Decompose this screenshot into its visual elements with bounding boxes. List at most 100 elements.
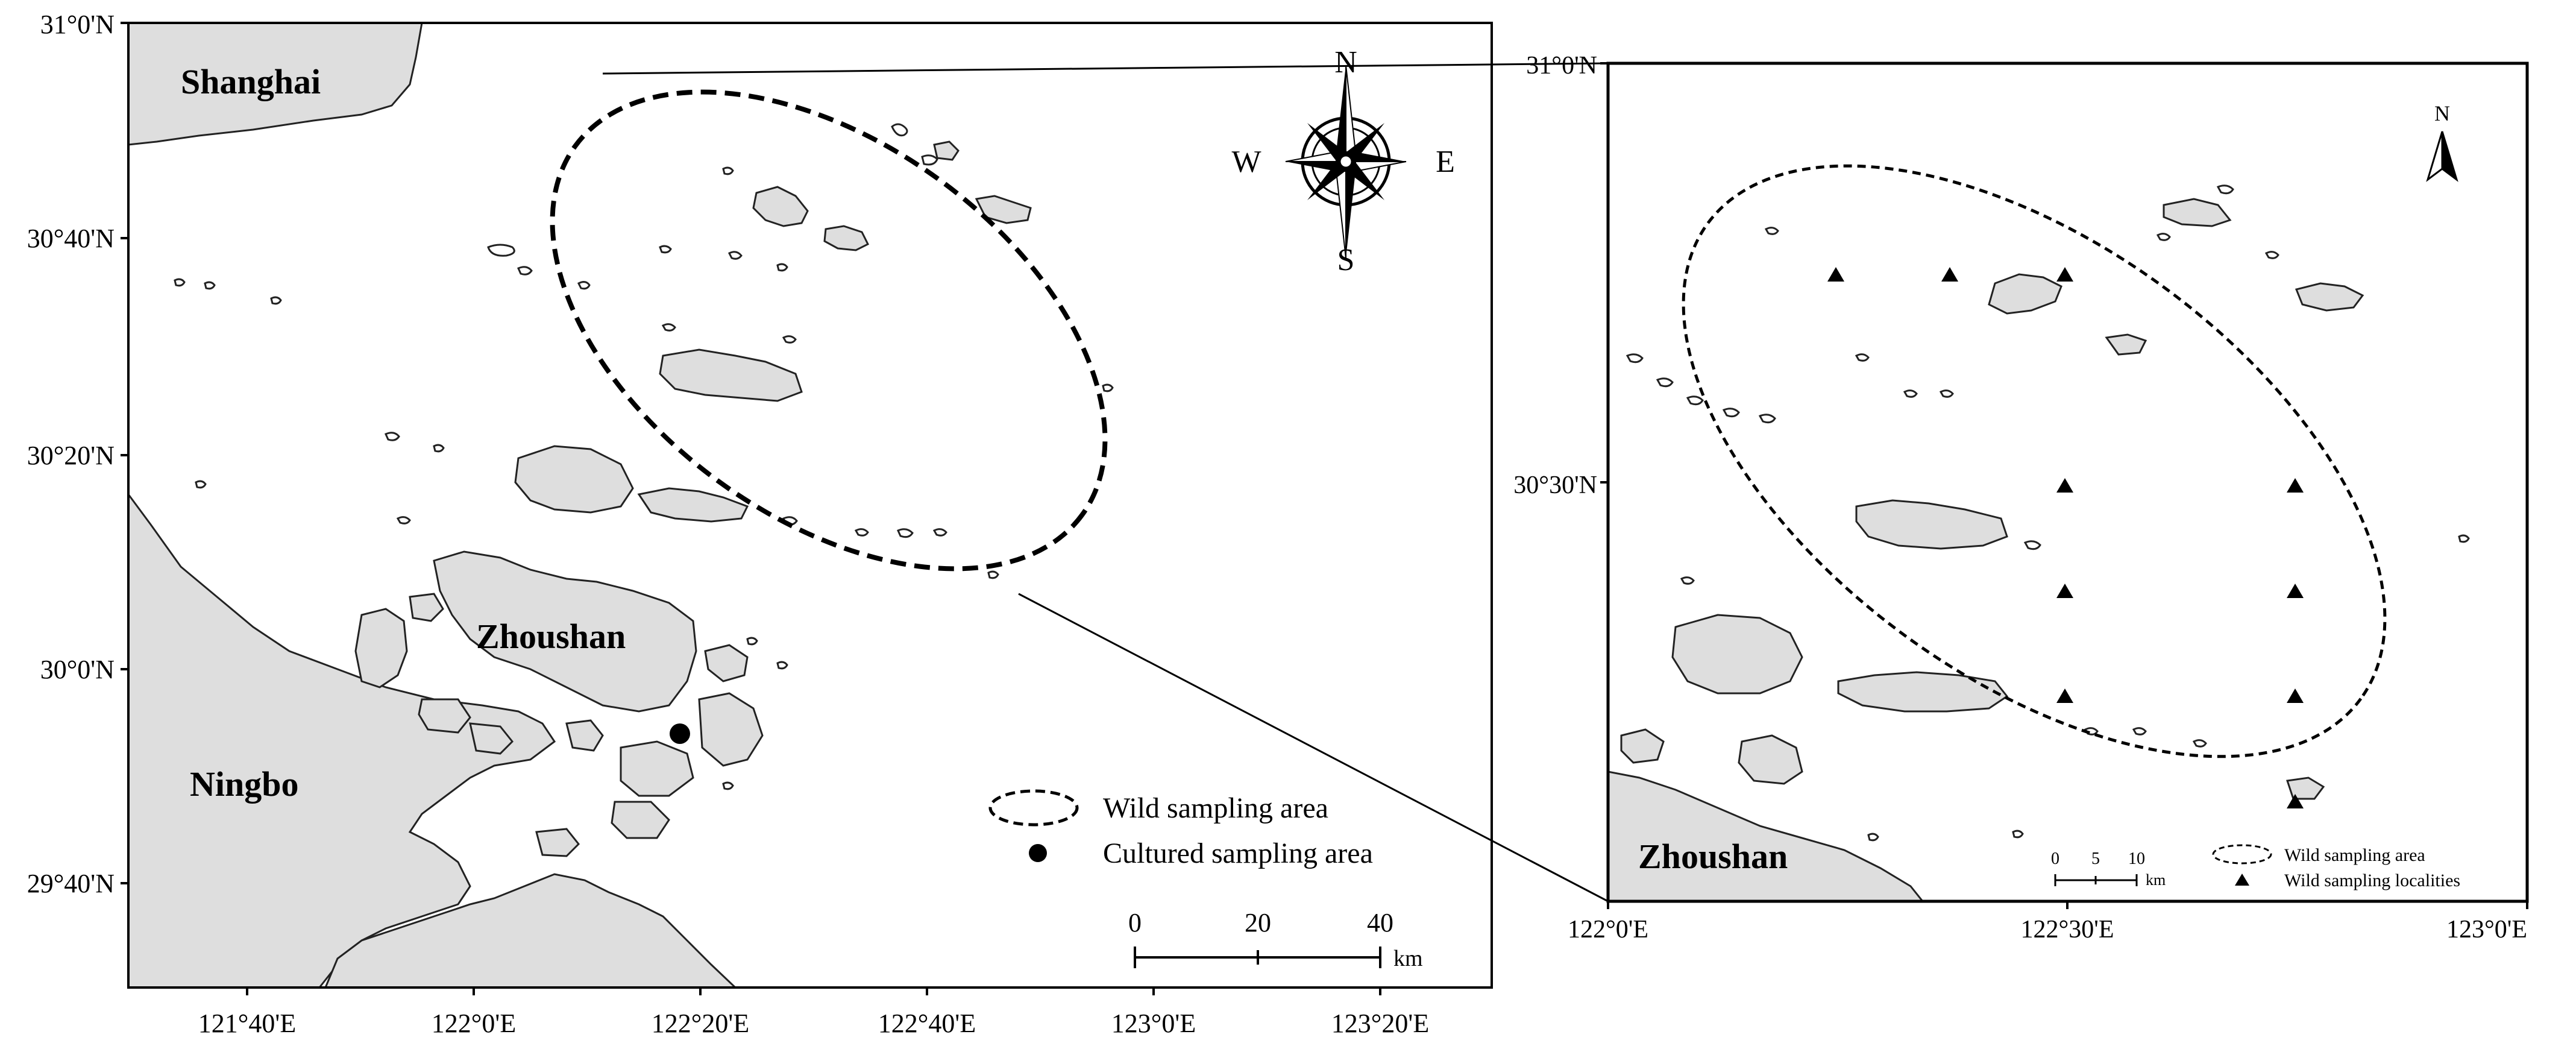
- inset-island-long-south: [1837, 671, 2009, 713]
- locality-marker: [2287, 688, 2304, 703]
- locality-marker: [2287, 584, 2304, 598]
- daishan-island: [514, 445, 634, 514]
- jintang-island: [354, 608, 408, 688]
- inset-wild-sampling-area-ellipse: [1682, 164, 2387, 758]
- inset-scale-tick-10: 10: [2128, 849, 2145, 868]
- inset-lon-label-3: 123°0'E: [2446, 916, 2527, 943]
- inset-island-ne-2: [2163, 198, 2232, 227]
- locality-marker: [2287, 794, 2304, 808]
- inset-scale-tick-0: 0: [2051, 849, 2059, 868]
- main-map-frame: [127, 22, 1493, 989]
- inset-island-north-cluster: [1988, 273, 2062, 315]
- inset-zhoushan-landmass: [1608, 770, 1924, 901]
- shanghai-landmass: [128, 23, 423, 146]
- ningbo-label: Ningbo: [190, 764, 299, 804]
- inset-island-east-small: [2105, 333, 2147, 356]
- inset-map-land: [1608, 184, 2470, 901]
- main-scale-tick-40: 40: [1367, 908, 1393, 937]
- inset-lon-label-1: 122°0'E: [1568, 916, 1648, 943]
- inset-islets: [1626, 184, 2470, 842]
- wild-sampling-localities: [1827, 267, 2304, 808]
- main-lat-label-4: 30°0'N: [40, 655, 115, 684]
- compass-e-label: E: [1436, 145, 1455, 179]
- island-h: [535, 828, 580, 857]
- main-map: 31°0'N 30°40'N 30°20'N 30°0'N 29°40'N 12…: [27, 10, 1493, 1038]
- inset-scale-unit: km: [2146, 871, 2166, 889]
- inset-scalebar: [2054, 874, 2138, 886]
- inset-legend-locality-symbol: [2235, 874, 2249, 886]
- island-g: [611, 801, 670, 839]
- island-cluster-1: [659, 348, 803, 402]
- inset-map-ticks: [1600, 62, 2528, 909]
- inset-lat-label-2: 30°30'N: [1513, 471, 1597, 499]
- locality-marker: [1941, 267, 1958, 282]
- main-lon-label-2: 122°0'E: [432, 1009, 516, 1038]
- locality-marker: [2287, 478, 2304, 493]
- inset-island-north-east: [2295, 282, 2364, 312]
- main-scale-unit: km: [1393, 946, 1423, 971]
- main-lon-label-4: 122°40'E: [878, 1009, 976, 1038]
- main-map-land: [128, 23, 1114, 988]
- main-map-ticks: [121, 22, 1381, 995]
- locality-marker: [2056, 478, 2073, 493]
- main-scale-tick-0: 0: [1128, 908, 1142, 937]
- island-e: [698, 692, 764, 767]
- island-i: [704, 644, 749, 682]
- cultured-sampling-marker: [670, 723, 690, 744]
- island-d: [620, 740, 694, 797]
- inset-island-mid-south: [1738, 734, 1803, 785]
- island-b: [418, 698, 471, 734]
- inset-island-south-tip: [2286, 777, 2325, 800]
- zhoushan-island: [433, 550, 697, 713]
- main-lon-label-5: 123°0'E: [1111, 1009, 1196, 1038]
- legend-wild-area-symbol: [988, 789, 1079, 827]
- main-lat-label-5: 29°40'N: [27, 869, 115, 898]
- island-cluster-2: [637, 487, 749, 523]
- inset-island-center: [1855, 499, 2008, 550]
- inset-zhoushan-label: Zhoushan: [1638, 837, 1788, 876]
- main-scalebar: [1134, 947, 1381, 968]
- island-cluster-3: [752, 186, 809, 227]
- locality-marker: [1827, 267, 1844, 282]
- island-f: [565, 719, 604, 752]
- inset-map: 31°0'N 30°30'N 122°0'E 122°30'E 123°0'E …: [1513, 52, 2529, 943]
- inset-map-frame: [1606, 61, 2529, 903]
- inset-north-arrow: [2426, 131, 2458, 182]
- compass-s-label: S: [1337, 243, 1355, 277]
- wild-sampling-area-ellipse: [550, 89, 1108, 572]
- main-lat-label-1: 31°0'N: [40, 10, 115, 39]
- compass-n-label: N: [1334, 45, 1357, 80]
- zhoushan-label: Zhoushan: [476, 617, 626, 656]
- shanghai-label: Shanghai: [181, 62, 321, 101]
- inset-legend-wild-area-label: Wild sampling area: [2284, 845, 2425, 865]
- inset-island-large-west: [1671, 614, 1803, 695]
- compass-w-label: W: [1231, 145, 1261, 179]
- inset-scale-tick-5: 5: [2091, 849, 2100, 868]
- south-landmass: [324, 873, 737, 988]
- legend-cultured-label: Cultured sampling area: [1103, 837, 1373, 869]
- inset-connector-lines: [602, 62, 1609, 903]
- inset-north-label: N: [2434, 101, 2450, 125]
- ningbo-landmass: [128, 493, 556, 988]
- legend-wild-area-label: Wild sampling area: [1103, 792, 1328, 824]
- main-lon-label-6: 123°20'E: [1331, 1009, 1429, 1038]
- inset-lat-label-1: 31°0'N: [1526, 52, 1597, 80]
- island-c: [469, 722, 514, 755]
- island-a: [409, 593, 444, 622]
- main-islets: [174, 123, 1114, 790]
- legend-cultured-symbol: [1029, 844, 1047, 862]
- locality-marker: [2056, 267, 2073, 282]
- main-lon-label-1: 121°40'E: [198, 1009, 296, 1038]
- island-cluster-4: [823, 225, 870, 251]
- inset-legend-locality-label: Wild sampling localities: [2284, 871, 2460, 890]
- island-cluster-6: [933, 140, 960, 161]
- compass-rose: [1285, 65, 1407, 259]
- main-lat-label-2: 30°40'N: [27, 224, 115, 253]
- main-lat-label-3: 30°20'N: [27, 441, 115, 470]
- locality-marker: [2056, 584, 2073, 598]
- inset-lon-label-2: 122°30'E: [2020, 916, 2114, 943]
- inset-legend-wild-area-symbol: [2212, 844, 2272, 865]
- main-scale-tick-20: 20: [1245, 908, 1271, 937]
- inset-island-small-west: [1620, 728, 1665, 764]
